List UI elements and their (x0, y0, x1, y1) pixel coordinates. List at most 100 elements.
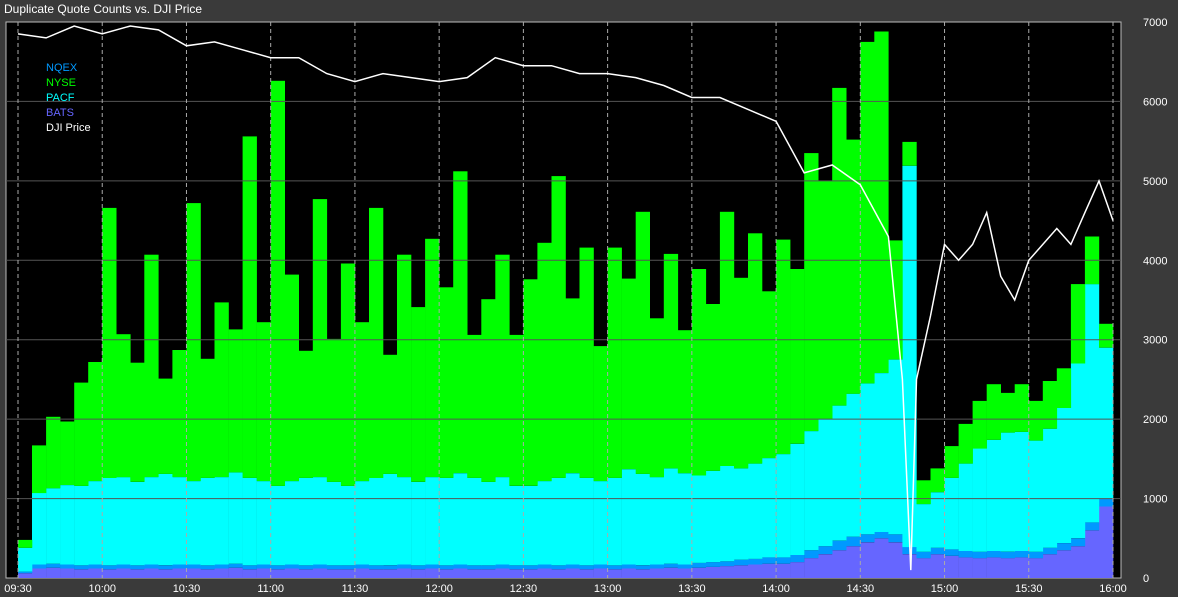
bar-pacf (270, 485, 285, 566)
bar-nqex (60, 564, 75, 569)
bar-nqex (832, 540, 847, 551)
bar-nyse (439, 287, 454, 478)
bar-nqex (354, 564, 370, 569)
bar-bats (860, 542, 875, 578)
bar-pacf (172, 477, 187, 565)
bar-nyse (762, 291, 777, 459)
bar-nqex (635, 565, 650, 570)
bar-bats (340, 569, 356, 578)
bar-nqex (32, 564, 47, 569)
bar-nyse (832, 87, 847, 406)
bar-nyse (1000, 392, 1015, 433)
bar-nqex (88, 564, 103, 569)
bar-bats (18, 573, 33, 578)
legend-pacf: PACF (46, 92, 75, 104)
bar-nqex (172, 564, 187, 569)
bar-pacf (439, 477, 454, 566)
bar-nyse (846, 139, 861, 394)
bar-nyse (537, 242, 552, 482)
bar-nqex (958, 551, 973, 558)
bar-bats (1099, 506, 1114, 578)
bar-nyse (621, 278, 636, 470)
bar-bats (523, 569, 538, 578)
bar-nqex (467, 565, 482, 570)
bar-nyse (649, 318, 664, 478)
bar-bats (593, 568, 608, 578)
bar-pacf (691, 475, 707, 563)
bar-nyse (284, 274, 299, 482)
bar-nyse (18, 539, 33, 548)
bar-pacf (1056, 408, 1072, 543)
bar-nyse (790, 269, 805, 444)
bar-pacf (481, 481, 496, 566)
bar-pacf (719, 466, 735, 562)
y-tick-label: 6000 (1143, 96, 1167, 108)
bar-bats (1000, 558, 1015, 578)
bar-pacf (762, 458, 777, 558)
bar-nqex (397, 564, 412, 569)
bar-nqex (1000, 551, 1015, 559)
bar-nqex (130, 565, 145, 570)
bar-bats (649, 568, 664, 578)
bar-bats (74, 569, 89, 578)
x-tick-label: 10:30 (173, 583, 201, 595)
bar-bats (916, 558, 931, 578)
bar-pacf (1070, 363, 1086, 539)
bar-nqex (439, 565, 454, 570)
bar-bats (256, 568, 271, 578)
series-bats (18, 506, 1114, 578)
x-tick-label: 14:00 (762, 583, 790, 595)
bar-pacf (565, 473, 580, 565)
bar-nyse (593, 346, 608, 482)
bar-nyse (748, 233, 763, 464)
bar-pacf (579, 477, 594, 566)
bar-nyse (509, 334, 524, 486)
bar-bats (846, 546, 861, 578)
bar-bats (46, 567, 61, 578)
bar-nqex (495, 564, 510, 569)
bar-bats (551, 569, 566, 578)
bar-pacf (874, 373, 889, 532)
bar-nqex (537, 564, 552, 569)
bar-nyse (719, 211, 735, 466)
bar-nqex (748, 558, 763, 565)
bar-nyse (453, 171, 468, 474)
bar-bats (776, 563, 791, 578)
bar-nqex (551, 565, 566, 570)
legend-nqex: NQEX (46, 62, 78, 74)
bar-pacf (467, 477, 482, 566)
bar-pacf (860, 383, 875, 535)
bar-nyse (1042, 381, 1058, 429)
bar-bats (1070, 546, 1086, 578)
bar-bats (228, 567, 243, 578)
bar-bats (537, 568, 552, 578)
bar-nyse (256, 322, 271, 482)
bar-nyse (565, 298, 580, 474)
bar-bats (172, 568, 187, 578)
y-tick-label: 1000 (1143, 494, 1167, 506)
bar-pacf (186, 481, 201, 565)
bar-nqex (340, 565, 356, 570)
bar-bats (397, 568, 412, 578)
bar-bats (565, 568, 580, 578)
bar-pacf (1000, 432, 1015, 552)
bar-bats (748, 564, 763, 578)
series-nqex (18, 498, 1114, 574)
bar-pacf (242, 477, 257, 566)
bar-nqex (677, 564, 693, 569)
bar-nqex (874, 531, 889, 539)
bar-nyse (46, 416, 61, 489)
bar-nyse (425, 238, 440, 478)
bar-pacf (18, 547, 33, 572)
bar-bats (383, 569, 398, 578)
y-tick-label: 4000 (1143, 255, 1167, 267)
bar-bats (818, 554, 833, 578)
bar-bats (495, 568, 510, 578)
bar-nyse (986, 384, 1001, 440)
bar-nqex (46, 563, 61, 568)
bar-nyse (944, 446, 959, 478)
bar-bats (270, 569, 285, 578)
bar-bats (144, 568, 159, 578)
bar-nyse (172, 350, 187, 478)
bar-nqex (804, 550, 819, 559)
